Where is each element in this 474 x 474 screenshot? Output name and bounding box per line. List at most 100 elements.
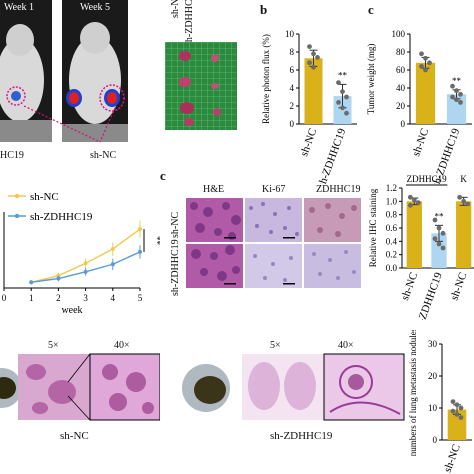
legend-marker	[14, 193, 20, 199]
data-point	[436, 241, 442, 247]
significance-label: **	[152, 236, 160, 246]
data-point	[344, 110, 349, 116]
lung-kd-images	[182, 353, 405, 421]
lung-mag5-nc: 5×	[48, 340, 59, 351]
group-label: ZDHHC19	[407, 174, 447, 184]
bar	[431, 233, 447, 268]
data-point	[311, 51, 316, 57]
data-point	[458, 91, 463, 97]
x-tick-label: 2	[56, 293, 61, 303]
data-point	[138, 227, 142, 232]
significance-label: **	[435, 211, 445, 221]
significance-label: **	[452, 76, 462, 86]
data-point	[29, 280, 34, 285]
data-point	[465, 201, 471, 207]
lung-mag40-kd: 40×	[338, 340, 354, 351]
ihc-row-kd: sh-ZDHHC19	[170, 239, 181, 296]
mouse-week1-graphic	[0, 24, 52, 142]
bar	[406, 201, 422, 268]
data-point	[450, 399, 456, 404]
imaging-week1-photo	[0, 0, 52, 142]
data-point	[458, 100, 463, 105]
data-point	[110, 247, 115, 252]
data-point	[419, 64, 424, 69]
week1-label: Week 1	[4, 2, 35, 13]
legend-marker	[14, 213, 20, 219]
data-point	[307, 60, 312, 66]
imaging-week5-photo	[62, 0, 128, 142]
data-point	[336, 100, 341, 105]
lung-nc-images	[0, 353, 160, 421]
y-tick-label: 6	[290, 65, 295, 75]
lung-label-nc: sh-NC	[60, 430, 89, 442]
data-point	[450, 83, 455, 89]
y-tick-label: 20	[428, 371, 438, 381]
y-tick-label: 1.0	[386, 196, 398, 206]
ihc-col-he: H&E	[203, 184, 225, 195]
data-point	[315, 55, 320, 60]
x-tick-label: sh-NC	[448, 271, 469, 302]
x-tick-label: 1	[29, 293, 34, 303]
tumor-photo-label-kd: sh-ZDHHC19	[184, 0, 195, 46]
lung-nodules-chart: 0 10 20 30 numbers of lung metastasis nodule…	[408, 330, 472, 474]
data-point	[432, 217, 438, 223]
data-point	[423, 67, 428, 73]
bar	[456, 201, 472, 268]
ihc-he-nc-image	[186, 198, 243, 242]
data-point	[340, 89, 345, 94]
x-tick-label: 0	[2, 293, 7, 303]
y-tick-label: 0.2	[386, 250, 397, 260]
data-point	[307, 44, 312, 49]
ihc-staining-chart: 0.0 0.2 0.4 0.6 0.8 1.0 1.2 Relative IHC staini…	[368, 174, 474, 320]
data-point	[458, 405, 464, 411]
x-tick-label: sh-NC	[442, 443, 463, 474]
x-tick-label: 3	[83, 293, 88, 303]
lung-label-kd: sh-ZDHHC19	[270, 430, 333, 442]
group-label: K	[460, 174, 467, 184]
data-point	[454, 412, 460, 417]
y-tick-label: 20	[396, 101, 406, 111]
ihc-row-nc: sh-NC	[170, 211, 181, 238]
y-tick-label: 8	[290, 47, 295, 57]
data-point	[440, 245, 446, 251]
data-point	[83, 269, 88, 274]
y-tick-label: 0	[401, 119, 406, 129]
data-point	[110, 262, 115, 267]
ihc-col-zdhhc19: ZDHHC19	[316, 184, 361, 195]
data-point	[454, 402, 460, 408]
ihc-zdhhc19-nc-image	[304, 198, 361, 242]
y-tick-label: 40	[396, 83, 406, 93]
data-point	[411, 197, 417, 203]
y-tick-label: 0	[433, 435, 438, 445]
panel-letter-b: b	[260, 2, 268, 17]
y-axis-title: Relative photon flux (%)	[261, 34, 271, 124]
ihc-zdhhc19-kd-image	[304, 244, 361, 288]
data-point	[415, 200, 421, 206]
data-point	[461, 198, 467, 204]
y-tick-label: 0.6	[386, 223, 398, 233]
data-point	[340, 105, 345, 111]
data-point	[419, 51, 424, 57]
y-tick-label: 0.8	[386, 210, 398, 220]
lung-mag5-kd: 5×	[270, 340, 281, 351]
tumor-photo-label-nc: sh-NC	[170, 0, 181, 18]
x-tick-label: 4	[111, 293, 116, 303]
x-tick-label: sh-NC	[399, 271, 420, 302]
ihc-ki67-nc-image	[245, 198, 302, 242]
data-point	[311, 64, 316, 70]
data-point	[450, 408, 456, 414]
data-point	[454, 88, 459, 94]
data-point	[454, 97, 459, 103]
data-point	[83, 261, 88, 266]
y-tick-label: 100	[392, 29, 406, 39]
mouse-week5-graphic	[62, 22, 128, 142]
y-tick-label: 1.2	[386, 183, 397, 193]
data-point	[56, 276, 61, 281]
photon-flux-chart: 0 2 4 6 8 10 Relative photon flux (%) sh-NCsh-Z…	[261, 29, 357, 184]
legend-label: sh-NC	[30, 191, 59, 203]
ihc-col-ki67: Ki-67	[262, 184, 286, 195]
y-axis-title: Relative IHC staining	[368, 188, 378, 267]
y-tick-label: 2	[290, 101, 295, 111]
data-point	[407, 202, 413, 208]
imaging-label-left: HC19	[0, 150, 24, 161]
